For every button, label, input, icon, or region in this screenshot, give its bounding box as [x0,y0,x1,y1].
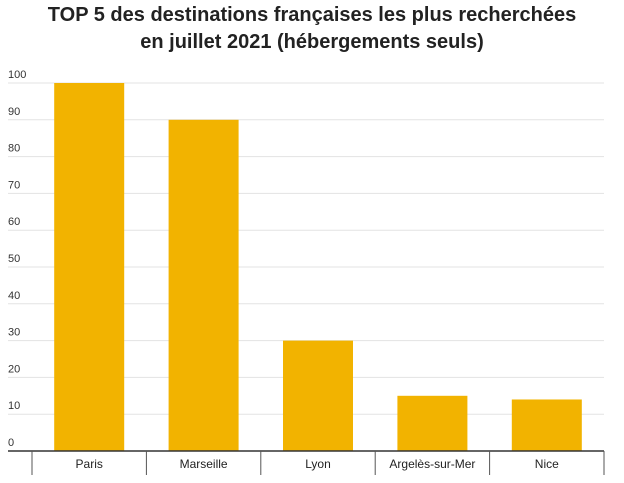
bar-nice [511,399,582,451]
bar-paris [54,83,125,451]
x-tick-label-paris: Paris [76,457,103,471]
y-tick-label-0: 0 [8,437,14,449]
chart-title-line-1: TOP 5 des destinations françaises les pl… [47,4,577,26]
x-tick-label-marseille: Marseille [180,457,228,471]
x-tick-label-nice: Nice [535,457,559,471]
y-tick-label-70: 70 [8,179,20,191]
bar-argel-s-sur-mer [397,395,468,451]
x-tick-label-lyon: Lyon [305,457,331,471]
bar-marseille [168,119,239,452]
bar-lyon [283,340,353,451]
y-tick-label-100: 100 [8,69,26,81]
y-tick-label-10: 10 [8,400,20,412]
chart-title: TOP 5 des destinations françaises les pl… [0,2,624,56]
y-tick-label-30: 30 [8,327,20,339]
y-tick-label-50: 50 [8,253,20,265]
y-tick-label-80: 80 [8,143,20,155]
y-tick-label-60: 60 [8,216,20,228]
chart-title-line-2: en juillet 2021 (hébergements seuls) [140,31,484,53]
x-tick-label-argel-s-sur-mer: Argelès-sur-Mer [389,457,475,471]
y-tick-label-20: 20 [8,363,20,375]
y-tick-label-90: 90 [8,106,20,118]
y-tick-label-40: 40 [8,290,20,302]
